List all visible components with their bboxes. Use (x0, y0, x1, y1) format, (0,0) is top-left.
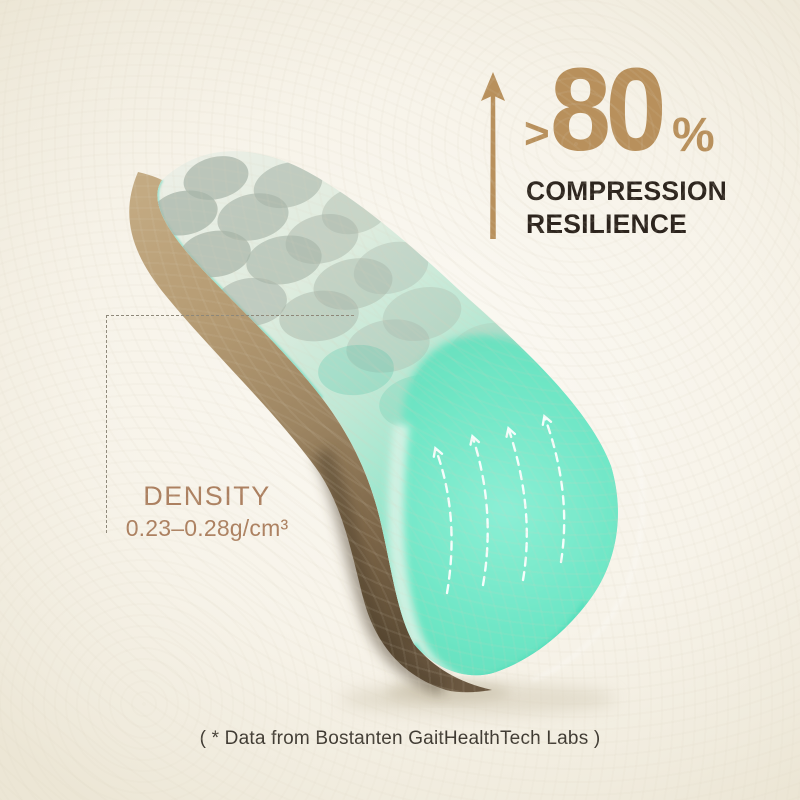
stat-label-line2: RESILIENCE (526, 208, 688, 239)
halo-ring (531, 395, 644, 682)
stat-label-line1: COMPRESSION (526, 176, 727, 206)
density-value: 0.23–0.28g/cm³ (125, 515, 289, 541)
airflow-arrow-icon (469, 433, 489, 587)
heel-gel-pad (399, 335, 618, 676)
airflow-arrow-icon (541, 414, 566, 564)
footnote: ( * Data from Bostanten GaitHealthTech L… (199, 728, 601, 749)
stat-unit: % (671, 109, 715, 163)
airflow-arrow-icons (432, 414, 566, 595)
up-arrow-icon (481, 72, 505, 239)
stat-value: 80 (549, 44, 667, 176)
stat-label: COMPRESSION RESILIENCE (526, 175, 727, 240)
density-block: DENSITY 0.23–0.28g/cm³ (112, 481, 302, 542)
stat-prefix: > (524, 109, 550, 159)
density-title: DENSITY (143, 481, 271, 511)
airflow-arrow-icon (432, 446, 453, 595)
gel-pad-edge-highlight (388, 422, 481, 676)
side-wall-shadow (313, 448, 447, 695)
stat-block: > 80 % (524, 44, 715, 176)
measurement-dashed-line-horizontal (106, 315, 354, 316)
insole-side-wall (129, 172, 492, 693)
airflow-arrow-icon (505, 425, 528, 582)
measurement-dashed-line-vertical (106, 315, 107, 533)
